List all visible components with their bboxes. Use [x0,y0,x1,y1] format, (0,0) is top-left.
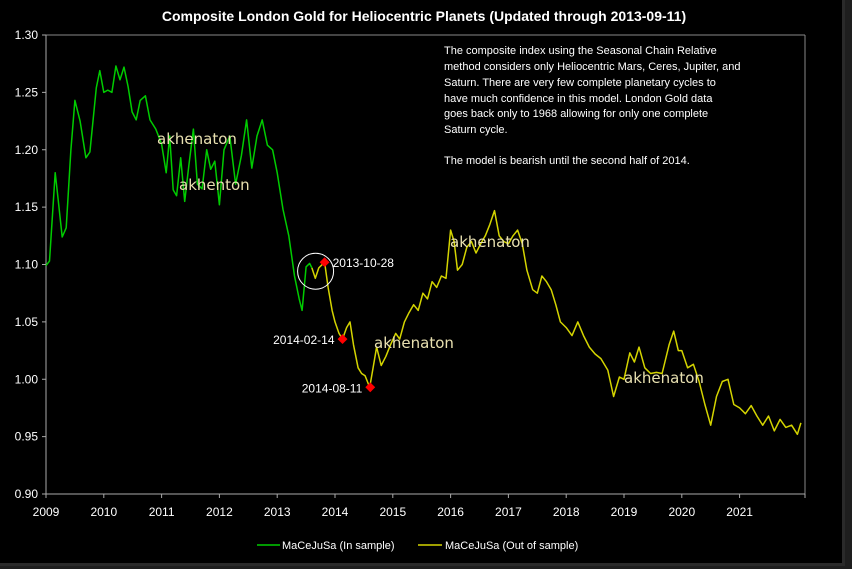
watermark: akhenaton [374,334,454,352]
highlight-circle [297,252,335,290]
x-ticks: 2009 2010 2011 2012 2013 2014 2015 2016 2017 2018… [33,494,806,519]
chart-title: Composite London Gold for Heliocentric P… [162,8,686,24]
markers-group: 2013-10-28 2014-02-14 2014-08-11 [273,256,394,395]
date-marker-label: 2013-10-28 [333,256,395,270]
y-tick-label: 1.25 [15,85,39,99]
watermark: akhenaton [450,233,530,251]
x-tick-label: 2021 [726,505,753,519]
y-tick-label: 1.05 [15,315,39,329]
legend-label-in-sample: MaCeJuSa (In sample) [282,540,395,552]
legend: MaCeJuSa (In sample) MaCeJuSa (Out of sa… [257,540,578,552]
x-tick-label: 2015 [379,505,406,519]
y-tick-label: 0.90 [15,487,39,501]
date-marker-label: 2014-02-14 [273,333,335,347]
x-tick-label: 2009 [33,505,60,519]
date-marker [337,334,348,345]
x-tick-label: 2013 [264,505,291,519]
y-tick-label: 1.15 [15,200,39,214]
x-tick-label: 2011 [149,505,175,519]
x-tick-label: 2012 [206,505,233,519]
x-tick-label: 2016 [437,505,464,519]
date-marker-label: 2014-08-11 [302,381,363,395]
x-tick-label: 2010 [90,505,117,519]
watermark: akhenaton [624,369,704,387]
y-ticks: 0.90 0.95 1.00 1.05 1.10 1.15 1.20 1.25 1.30 [15,28,46,501]
series-line-in-sample [45,65,313,312]
y-tick-label: 1.10 [15,258,39,272]
series-line-out-of-sample [311,209,802,436]
annotation-line: The composite index using the Seasonal C… [444,45,717,57]
legend-label-out-of-sample: MaCeJuSa (Out of sample) [445,540,578,552]
date-marker [319,257,330,268]
date-marker [365,382,376,393]
annotation-line: The model is bearish until the second ha… [444,155,690,167]
x-tick-label: 2018 [553,505,580,519]
annotation-line: Saturn cycle. [444,124,508,136]
x-tick-label: 2014 [322,505,349,519]
x-tick-label: 2017 [495,505,522,519]
annotation-line: goes back only to 1968 allowing for only… [444,108,708,120]
y-tick-label: 1.30 [15,28,39,42]
series-group [45,65,802,436]
annotation-line: Saturn. There are very few complete plan… [444,77,716,89]
annotation-line: have much confidence in this model. Lond… [444,93,713,105]
x-tick-label: 2019 [611,505,638,519]
watermark: akhenaton [157,130,237,148]
y-tick-label: 0.95 [15,430,39,444]
annotation-text: The composite index using the Seasonal C… [444,45,741,167]
y-tick-label: 1.20 [15,143,39,157]
x-tick-label: 2020 [668,505,695,519]
y-tick-label: 1.00 [15,372,39,386]
watermark: akhenton [179,176,250,194]
annotation-line: method considers only Heliocentric Mars,… [444,61,741,73]
